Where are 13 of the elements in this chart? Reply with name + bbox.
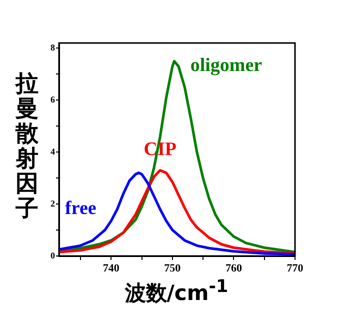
y-axis-title: 拉曼散射因子 <box>14 71 40 222</box>
y-tick-label: 6 <box>50 94 56 104</box>
x-tick-label: 760 <box>225 262 242 274</box>
y-tick-label: 0 <box>50 250 56 260</box>
y-tick-label: 4 <box>50 146 56 156</box>
x-axis-title: 波数/cm$^{-1}$ <box>124 277 230 307</box>
x-tick-label: 740 <box>102 262 120 274</box>
x-tick-label: 750 <box>164 262 182 274</box>
series-label: oligomer <box>190 55 263 76</box>
x-tick-label: 770 <box>286 262 304 274</box>
series-label: free <box>65 198 96 219</box>
y-tick-label: 8 <box>50 42 56 53</box>
y-tick-label: 2 <box>50 198 56 208</box>
